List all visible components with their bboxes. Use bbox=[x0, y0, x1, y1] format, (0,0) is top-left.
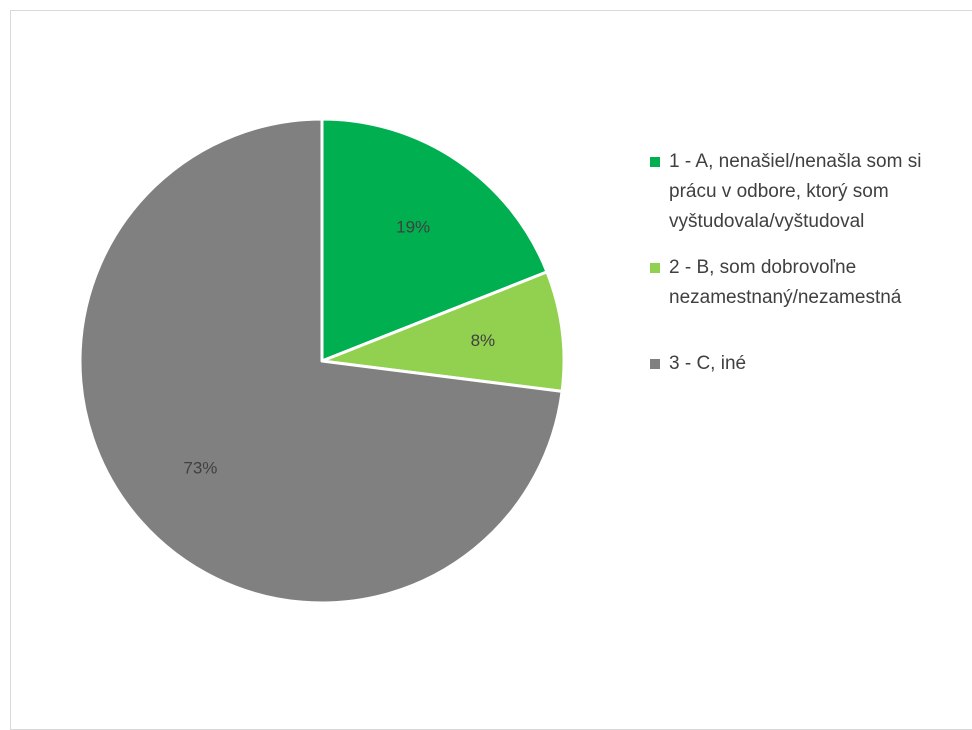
legend-swatch-b bbox=[650, 263, 660, 273]
legend-label-b: 2 - B, som dobrovoľne nezamestnaný/nezam… bbox=[669, 257, 902, 308]
legend-item-a: 1 - A, nenašiel/nenašla som si prácu v o… bbox=[648, 147, 948, 237]
legend-label-a: 1 - A, nenašiel/nenašla som si prácu v o… bbox=[669, 151, 922, 232]
pie-data-labels: 19% 8% 73% bbox=[183, 217, 495, 477]
pie-slice-c bbox=[78, 117, 564, 605]
legend-item-b: 2 - B, som dobrovoľne nezamestnaný/nezam… bbox=[648, 253, 948, 313]
legend-swatch-c bbox=[650, 359, 660, 369]
pie-chart: 19% 8% 73% bbox=[78, 117, 566, 605]
pie-slice-b bbox=[320, 270, 566, 393]
legend-label-c: 3 - C, iné bbox=[669, 353, 747, 374]
pie-slice-a bbox=[320, 117, 549, 363]
data-label-b: 8% bbox=[471, 331, 496, 350]
chart-legend: 1 - A, nenašiel/nenašla som si prácu v o… bbox=[648, 147, 948, 379]
data-label-a: 19% bbox=[396, 217, 430, 236]
legend-item-c: 3 - C, iné bbox=[648, 349, 948, 379]
legend-swatch-a bbox=[650, 157, 660, 167]
data-label-c: 73% bbox=[183, 459, 217, 478]
pie-slices bbox=[78, 117, 566, 605]
